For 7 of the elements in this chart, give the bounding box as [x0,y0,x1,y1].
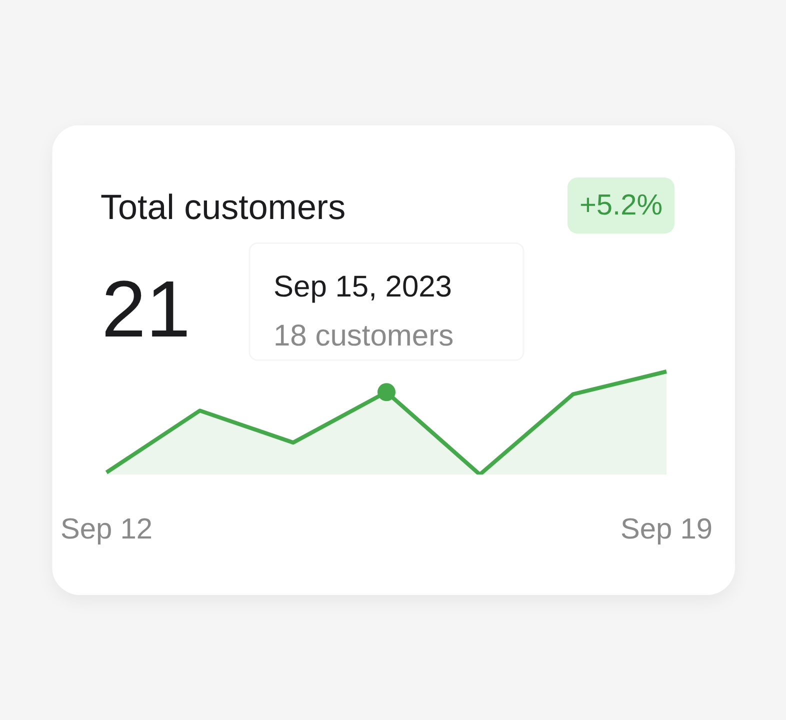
text: 18 customers [274,320,454,353]
text: Sep 15, 2023 [274,270,452,304]
x-tick-label: Sep 12 [60,514,152,546]
x-tick-label: Sep 19 [620,514,712,546]
chart-title: Total customers [100,188,346,227]
text: +5.2% [579,190,663,222]
chart-subtitle: 21 [102,264,190,354]
